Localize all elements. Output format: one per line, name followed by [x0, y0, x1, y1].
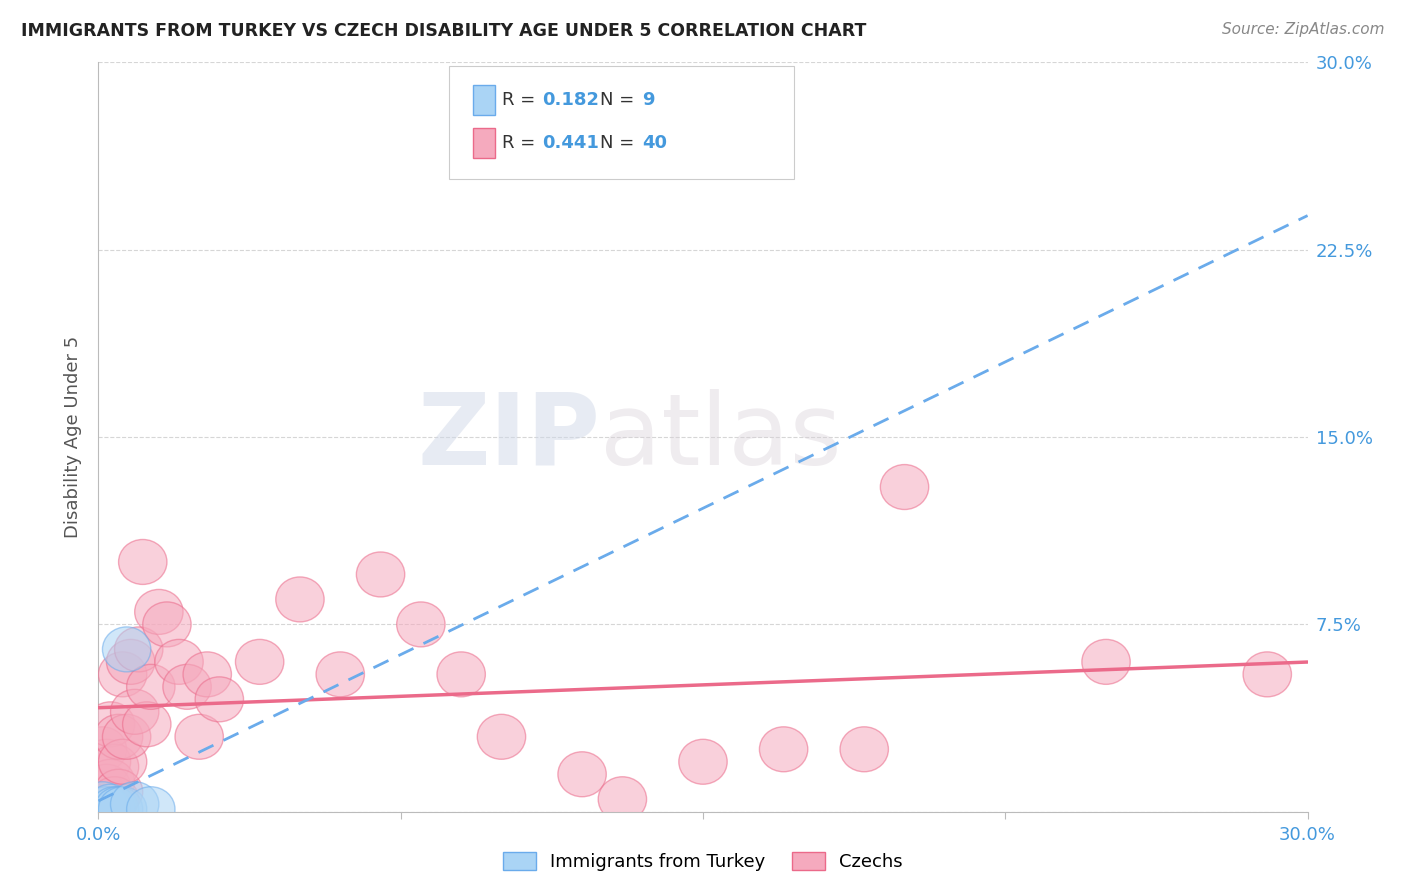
FancyBboxPatch shape — [474, 85, 495, 115]
Text: Source: ZipAtlas.com: Source: ZipAtlas.com — [1222, 22, 1385, 37]
Text: atlas: atlas — [600, 389, 842, 485]
Y-axis label: Disability Age Under 5: Disability Age Under 5 — [65, 336, 83, 538]
Text: 9: 9 — [643, 91, 655, 109]
Legend: Immigrants from Turkey, Czechs: Immigrants from Turkey, Czechs — [496, 845, 910, 879]
Text: IMMIGRANTS FROM TURKEY VS CZECH DISABILITY AGE UNDER 5 CORRELATION CHART: IMMIGRANTS FROM TURKEY VS CZECH DISABILI… — [21, 22, 866, 40]
FancyBboxPatch shape — [449, 66, 793, 178]
Text: ZIP: ZIP — [418, 389, 600, 485]
Text: 0.182: 0.182 — [543, 91, 599, 109]
Text: R =: R = — [502, 91, 541, 109]
Text: 40: 40 — [643, 135, 668, 153]
Text: R =: R = — [502, 135, 541, 153]
Text: N =: N = — [600, 135, 640, 153]
Text: N =: N = — [600, 91, 640, 109]
FancyBboxPatch shape — [474, 128, 495, 159]
Text: 0.441: 0.441 — [543, 135, 599, 153]
